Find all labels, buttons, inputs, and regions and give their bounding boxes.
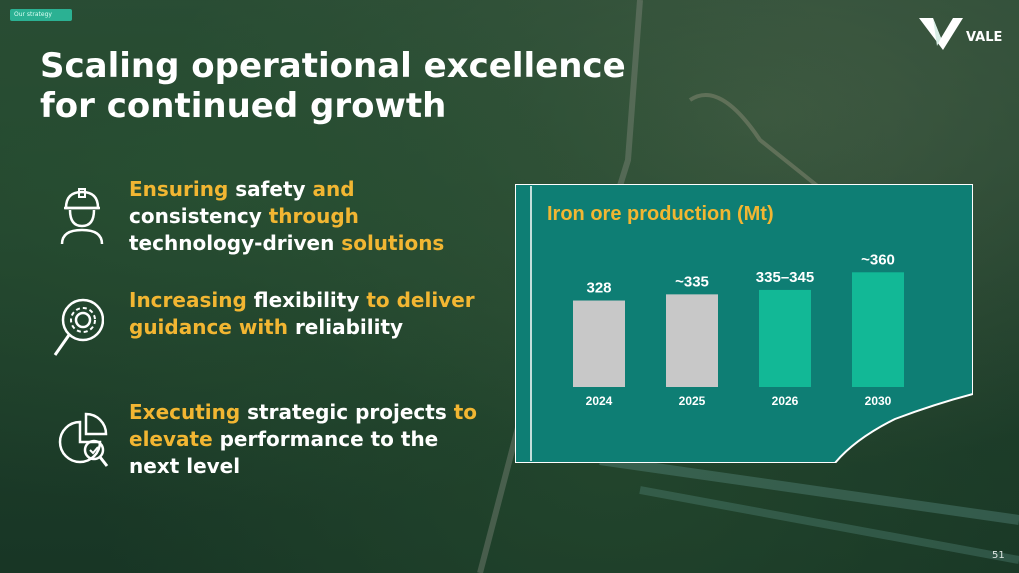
bar-2026 — [759, 289, 811, 387]
bar-category-label: 2026 — [772, 394, 799, 408]
item-text-segment: performance to the next level — [129, 427, 439, 478]
vale-logo-icon — [919, 18, 963, 50]
bar-value-label: ~360 — [861, 251, 895, 268]
pie-chart-check-icon — [58, 412, 109, 467]
bar-value-label: 335–345 — [756, 269, 814, 286]
vale-logo-text: VALE — [966, 30, 1003, 45]
gear-magnifier-icon — [53, 298, 104, 356]
item-text-segment: strategic projects — [247, 400, 454, 424]
bar-2025 — [666, 294, 718, 387]
item-text-segment: solutions — [341, 231, 445, 255]
item-text-segment: through — [268, 204, 359, 228]
item-text-segment: consistency — [129, 204, 269, 228]
bar-category-label: 2025 — [679, 394, 706, 408]
worker-helmet-icon — [60, 188, 104, 245]
bar-value-label: 328 — [586, 280, 611, 297]
item-text-segment: to elevate — [129, 400, 478, 451]
strategy-item-safety: Ensuring safety and consistency through … — [129, 176, 489, 257]
production-chart: Iron ore production (Mt) 328 2024 ~335 2025… — [515, 184, 973, 463]
bar-value-label: ~335 — [675, 273, 709, 290]
strategy-item-projects: Executing strategic projects to elevate … — [129, 399, 489, 480]
item-text-segment: Executing — [129, 400, 248, 424]
item-text-segment: Ensuring — [129, 177, 236, 201]
strategy-item-flexibility: Increasing flexibility to deliver guidan… — [129, 287, 489, 341]
bar-category-label: 2030 — [865, 394, 892, 408]
bar-2030 — [852, 272, 904, 387]
item-text-segment: Increasing — [129, 288, 254, 312]
bar-2024 — [573, 300, 625, 387]
item-text-segment: flexibility — [253, 288, 367, 312]
page-number: 51 — [992, 550, 1005, 561]
bar-category-label: 2024 — [586, 394, 613, 408]
item-text-segment: and — [312, 177, 355, 201]
item-text-segment: technology-driven — [129, 231, 342, 255]
item-text-segment: safety — [235, 177, 313, 201]
section-tag: Our strategy — [10, 9, 72, 21]
item-text-segment: reliability — [294, 315, 404, 339]
chart-title: Iron ore production (Mt) — [547, 203, 774, 225]
page-title: Scaling operational excellence for conti… — [40, 46, 626, 126]
item-text-segment: to deliver guidance with — [129, 288, 475, 339]
